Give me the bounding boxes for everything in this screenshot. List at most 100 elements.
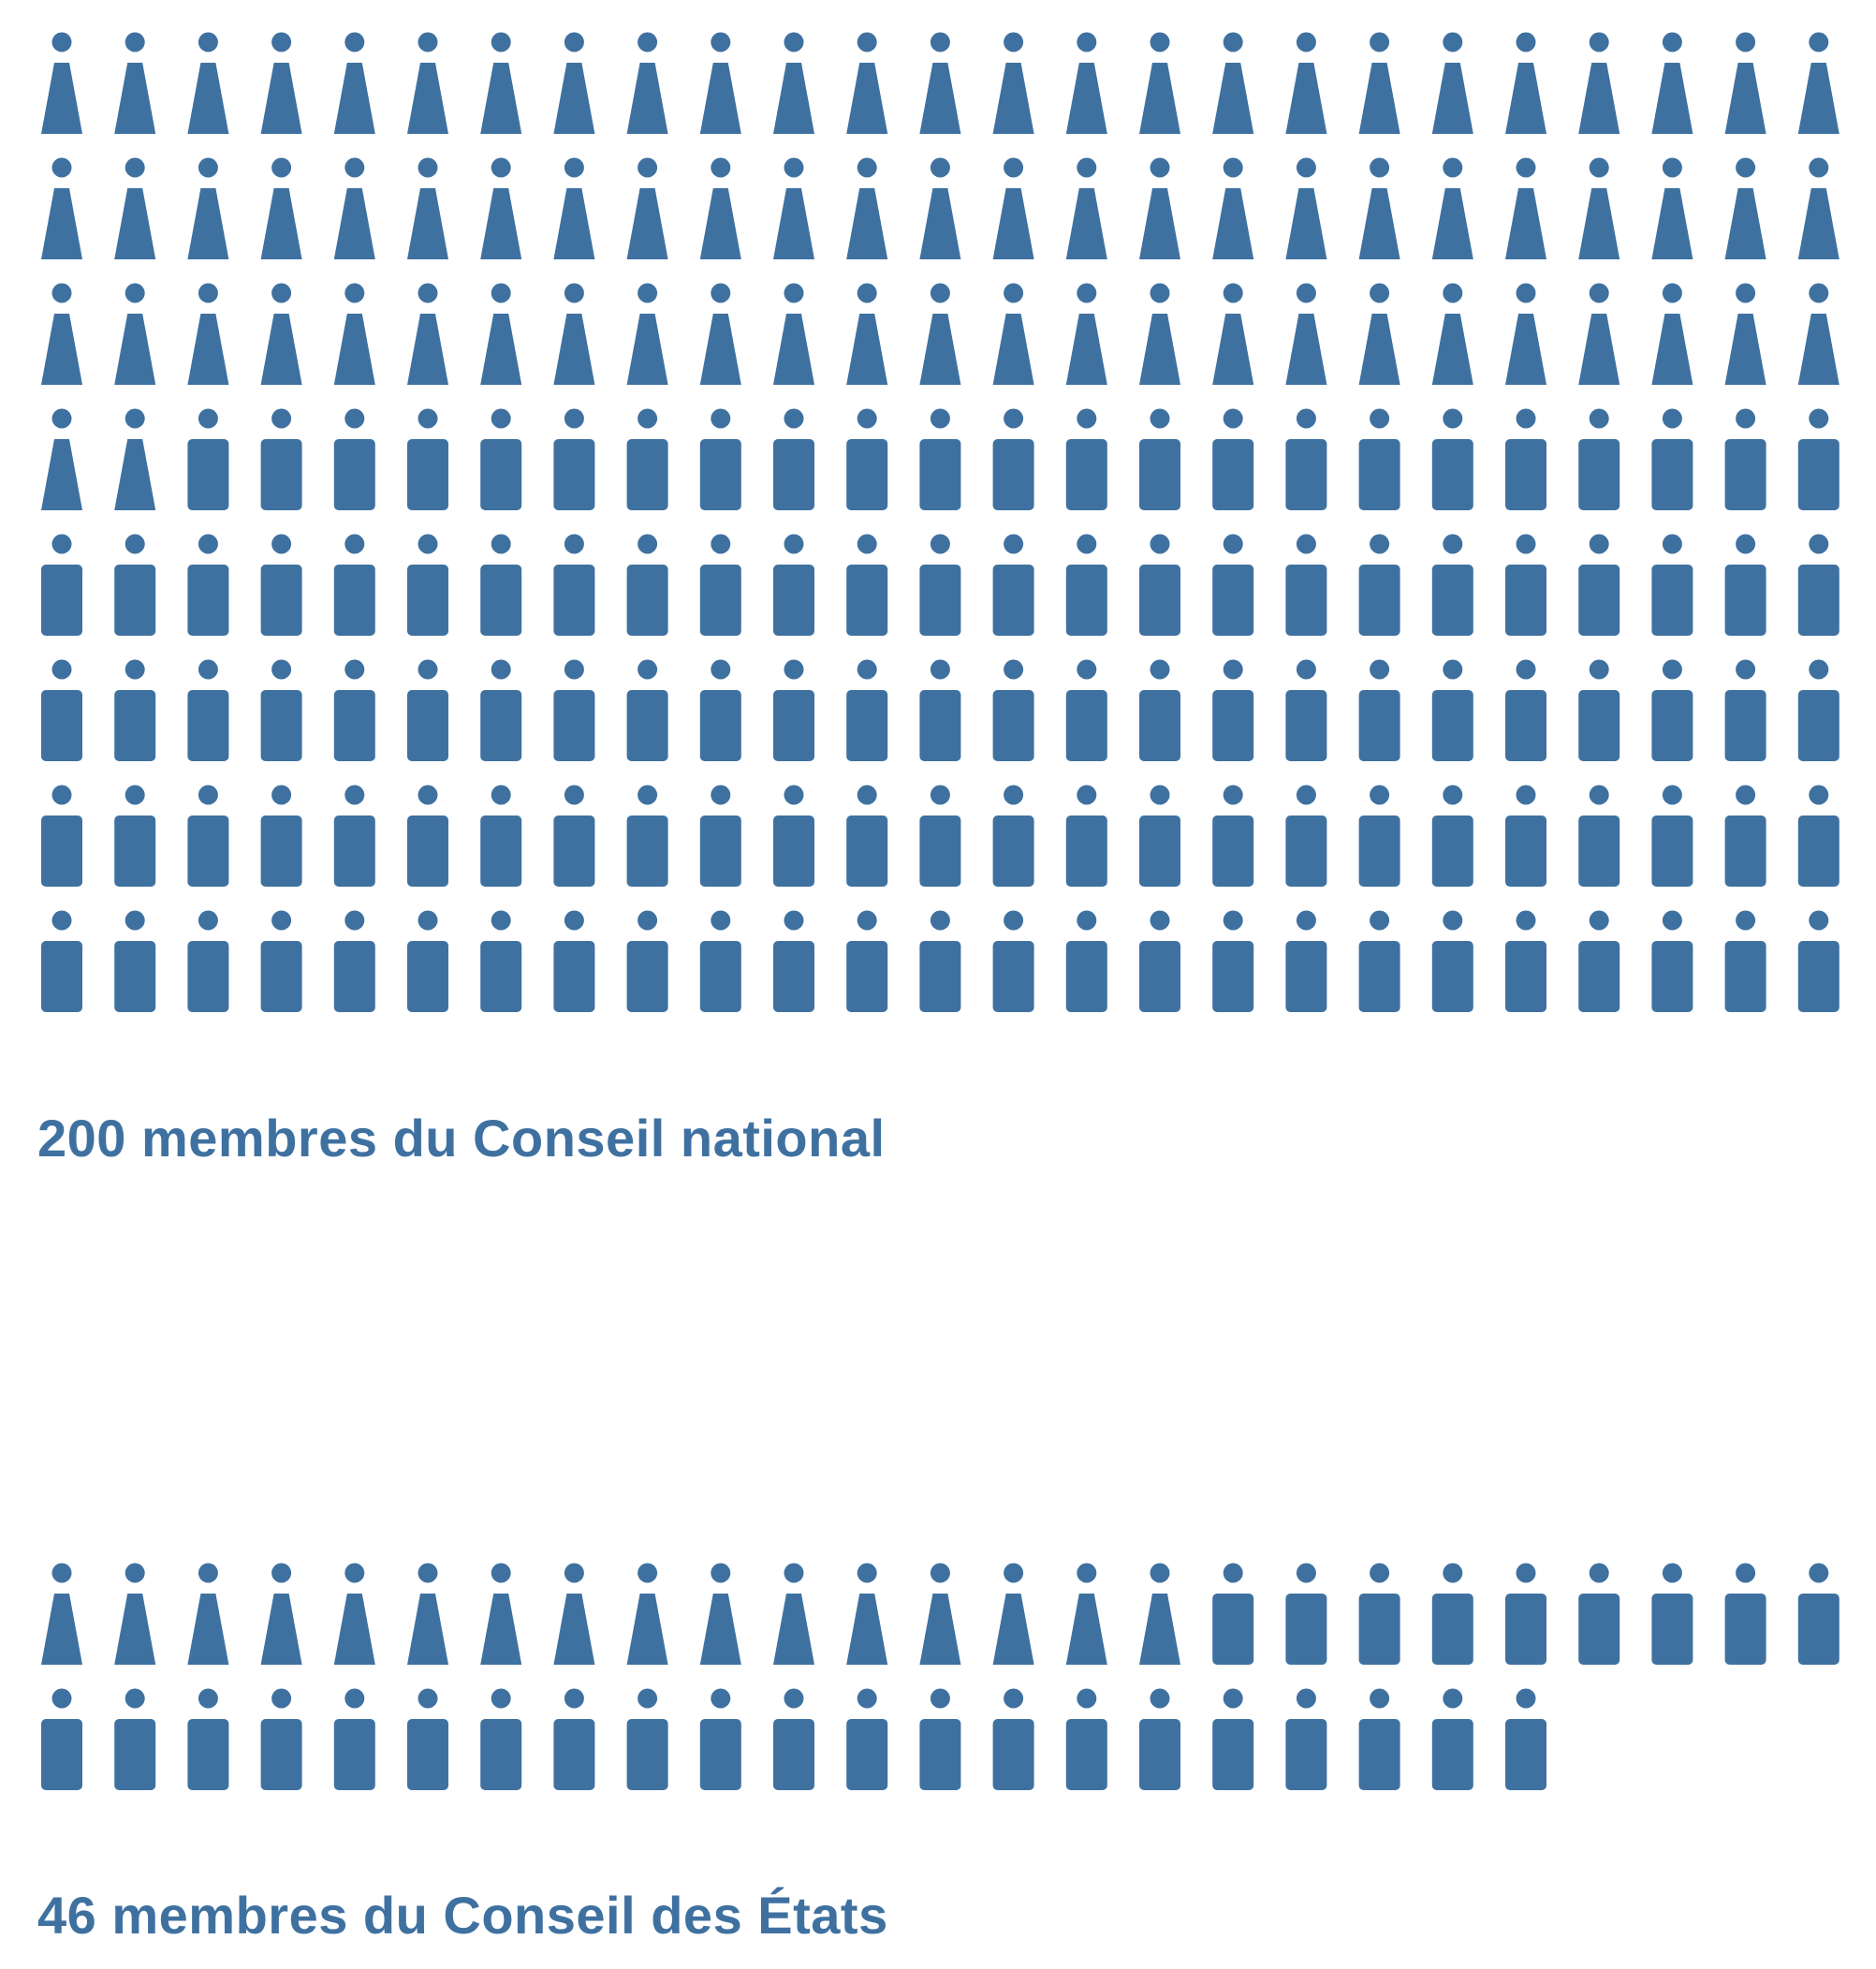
man-icon [1431, 910, 1473, 1012]
man-icon [1651, 1563, 1693, 1665]
man-icon [846, 785, 888, 887]
man-icon [187, 408, 229, 510]
man-icon [919, 910, 961, 1012]
man-icon [1724, 659, 1766, 761]
man-icon [773, 408, 814, 510]
man-icon [1797, 910, 1839, 1012]
man-icon [1212, 910, 1254, 1012]
woman-icon [919, 283, 961, 385]
man-icon [114, 785, 156, 887]
man-icon [260, 534, 302, 636]
woman-icon [1651, 283, 1693, 385]
man-icon [553, 408, 595, 510]
man-icon [553, 785, 595, 887]
man-icon [626, 785, 668, 887]
man-icon [1139, 1688, 1180, 1790]
woman-icon [187, 283, 229, 385]
conseil-des-etats-caption: 46 membres du Conseil des États [37, 1886, 888, 1945]
woman-icon [41, 157, 82, 259]
man-icon [992, 1688, 1034, 1790]
man-icon [1212, 408, 1254, 510]
man-icon [1358, 1563, 1400, 1665]
woman-icon [114, 408, 156, 510]
man-icon [1724, 1563, 1766, 1665]
conseil-des-etats-pictogram [41, 1563, 1839, 1790]
man-icon [480, 1688, 522, 1790]
woman-icon [41, 283, 82, 385]
woman-icon [1212, 32, 1254, 134]
man-icon [1505, 659, 1546, 761]
man-icon [1651, 659, 1693, 761]
woman-icon [919, 32, 961, 134]
woman-icon [1139, 32, 1180, 134]
man-icon [1358, 910, 1400, 1012]
woman-icon [773, 157, 814, 259]
man-icon [1065, 408, 1107, 510]
man-icon [1651, 534, 1693, 636]
man-icon [992, 785, 1034, 887]
woman-icon [553, 157, 595, 259]
woman-icon [114, 283, 156, 385]
woman-icon [626, 283, 668, 385]
man-icon [846, 659, 888, 761]
man-icon [553, 910, 595, 1012]
woman-icon [260, 283, 302, 385]
woman-icon [992, 1563, 1034, 1665]
man-icon [1578, 1563, 1620, 1665]
man-icon [1212, 1563, 1254, 1665]
man-icon [1212, 1688, 1254, 1790]
woman-icon [1724, 32, 1766, 134]
woman-icon [846, 157, 888, 259]
man-icon [41, 1688, 82, 1790]
woman-icon [407, 283, 448, 385]
man-icon [114, 659, 156, 761]
man-icon [187, 785, 229, 887]
woman-icon [1358, 283, 1400, 385]
man-icon [480, 785, 522, 887]
woman-icon [699, 32, 741, 134]
woman-icon [1212, 283, 1254, 385]
woman-icon [1065, 283, 1107, 385]
man-icon [773, 910, 814, 1012]
man-icon [333, 408, 375, 510]
man-icon [626, 408, 668, 510]
man-icon [1797, 785, 1839, 887]
woman-icon [1212, 157, 1254, 259]
man-icon [1285, 910, 1327, 1012]
man-icon [187, 1688, 229, 1790]
man-icon [1285, 1688, 1327, 1790]
woman-icon [1285, 32, 1327, 134]
man-icon [1797, 534, 1839, 636]
man-icon [846, 534, 888, 636]
man-icon [1139, 534, 1180, 636]
man-icon [480, 659, 522, 761]
woman-icon [1651, 157, 1693, 259]
man-icon [992, 659, 1034, 761]
man-icon [992, 910, 1034, 1012]
man-icon [1578, 408, 1620, 510]
man-icon [480, 408, 522, 510]
man-icon [1578, 785, 1620, 887]
man-icon [333, 659, 375, 761]
man-icon [1578, 659, 1620, 761]
woman-icon [1651, 32, 1693, 134]
woman-icon [846, 1563, 888, 1665]
man-icon [1139, 659, 1180, 761]
woman-icon [260, 32, 302, 134]
man-icon [699, 910, 741, 1012]
man-icon [1139, 785, 1180, 887]
woman-icon [773, 32, 814, 134]
man-icon [114, 534, 156, 636]
man-icon [1212, 534, 1254, 636]
man-icon [1505, 408, 1546, 510]
woman-icon [992, 283, 1034, 385]
man-icon [41, 910, 82, 1012]
woman-icon [407, 1563, 448, 1665]
woman-icon [1724, 157, 1766, 259]
man-icon [846, 408, 888, 510]
woman-icon [114, 157, 156, 259]
woman-icon [1724, 283, 1766, 385]
woman-icon [1505, 32, 1546, 134]
conseil-national-caption: 200 membres du Conseil national [37, 1109, 886, 1168]
man-icon [41, 785, 82, 887]
